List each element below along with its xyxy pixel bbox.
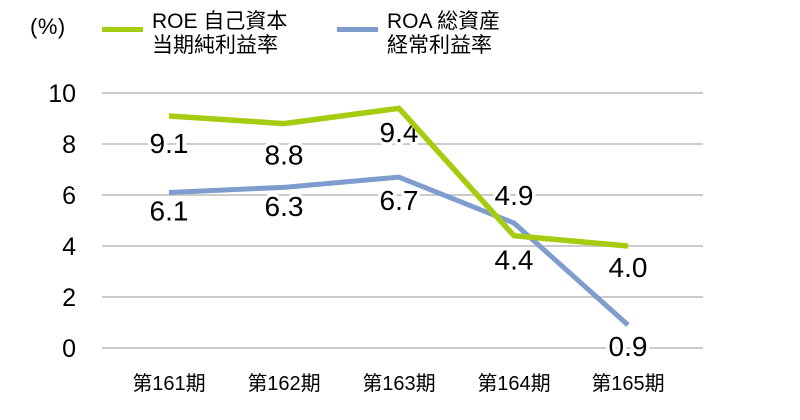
- x-tick-label: 第164期: [477, 372, 550, 395]
- data-label-roe-第164期: 4.4: [495, 245, 534, 276]
- data-label-roa-第161期: 6.1: [150, 195, 189, 226]
- data-label-roe-第163期: 9.4: [380, 117, 419, 148]
- data-label-roa-第162期: 6.3: [265, 191, 304, 222]
- y-axis-unit-label: (%): [30, 14, 66, 39]
- legend-label-roa-line1: ROA 総資産: [387, 10, 501, 33]
- data-label-roa-第164期: 4.9: [495, 180, 534, 211]
- roe-series-line: [168, 105, 629, 249]
- y-tick-label: 2: [62, 284, 76, 312]
- y-tick-label: 10: [48, 80, 76, 108]
- data-label-roa-第165期: 0.9: [609, 331, 648, 362]
- legend-label-roa-line2: 経常利益率: [387, 34, 492, 57]
- legend-label-roe: ROE 自己資本 当期純利益率: [152, 10, 287, 58]
- x-tick-label: 第161期: [132, 372, 205, 395]
- roe-line-swatch: [102, 27, 143, 32]
- data-label-roe-第161期: 9.1: [150, 128, 189, 159]
- legend-label-roe-line1: ROE 自己資本: [152, 10, 288, 33]
- x-tick-label: 第165期: [591, 372, 664, 395]
- roa-series-line: [168, 174, 630, 327]
- y-tick-label: 0: [62, 335, 76, 363]
- y-tick-label: 4: [62, 233, 76, 261]
- y-tick-label: 6: [62, 182, 76, 210]
- data-label-roa-第163期: 6.7: [380, 185, 419, 216]
- y-tick-label: 8: [62, 131, 76, 159]
- roa-line-swatch: [337, 27, 378, 32]
- x-tick-label: 第162期: [247, 372, 320, 395]
- data-label-roe-第162期: 8.8: [265, 139, 304, 170]
- legend-label-roa: ROA 総資産 経常利益率: [387, 10, 500, 58]
- legend-label-roe-line2: 当期純利益率: [152, 34, 278, 57]
- x-tick-label: 第163期: [362, 372, 435, 395]
- data-label-roe-第165期: 4.0: [609, 252, 648, 283]
